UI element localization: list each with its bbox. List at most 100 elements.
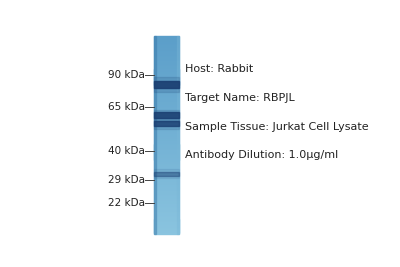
Bar <box>154 176 179 177</box>
Bar <box>154 153 179 155</box>
Bar <box>154 102 179 103</box>
Bar <box>154 70 179 72</box>
Bar <box>154 59 179 60</box>
Bar <box>154 143 179 144</box>
Bar <box>154 187 179 188</box>
Bar <box>154 212 179 213</box>
Bar <box>154 174 179 175</box>
Bar <box>154 150 179 151</box>
Bar <box>154 73 179 75</box>
Bar <box>154 80 179 81</box>
Bar <box>154 62 179 64</box>
Bar <box>154 118 179 129</box>
Bar <box>154 203 179 204</box>
Bar <box>154 103 179 104</box>
Text: 65 kDa: 65 kDa <box>108 102 144 112</box>
Bar <box>154 107 179 108</box>
Bar <box>154 96 179 97</box>
Bar <box>154 93 179 94</box>
Bar <box>154 85 179 87</box>
Bar <box>154 147 179 148</box>
Bar <box>154 50 179 51</box>
Bar <box>154 116 179 117</box>
Bar <box>154 52 179 53</box>
Bar <box>154 81 179 83</box>
Bar <box>154 155 179 156</box>
Bar <box>154 124 179 125</box>
Bar <box>154 72 179 74</box>
Bar <box>154 207 179 208</box>
Bar <box>154 130 179 131</box>
Bar <box>154 215 179 217</box>
Bar <box>154 53 179 54</box>
Bar <box>154 172 179 173</box>
Bar <box>154 108 179 109</box>
Bar <box>154 99 179 100</box>
Bar <box>154 230 179 231</box>
Bar <box>154 185 179 186</box>
Bar <box>154 79 179 81</box>
Bar <box>154 214 179 215</box>
Text: Antibody Dilution: 1.0μg/ml: Antibody Dilution: 1.0μg/ml <box>185 150 338 160</box>
Bar <box>154 43 179 44</box>
Bar <box>154 171 179 172</box>
Bar <box>154 147 179 149</box>
Bar <box>154 42 179 43</box>
Text: 22 kDa: 22 kDa <box>108 198 144 208</box>
Bar <box>154 37 179 38</box>
Bar <box>154 227 179 229</box>
Bar <box>154 134 179 135</box>
Bar <box>154 225 179 227</box>
Bar <box>154 104 179 105</box>
Bar <box>154 110 179 111</box>
Bar <box>154 55 179 56</box>
Bar <box>154 128 179 129</box>
Bar <box>154 92 179 93</box>
Bar <box>154 221 179 223</box>
Bar <box>154 146 179 147</box>
Bar <box>154 180 179 181</box>
Bar <box>154 202 179 203</box>
Bar <box>154 69 179 70</box>
Bar <box>154 77 179 92</box>
Bar <box>154 118 179 119</box>
Bar <box>154 95 179 96</box>
Bar <box>154 211 179 212</box>
Bar <box>154 199 179 200</box>
Text: Target Name: RBPJL: Target Name: RBPJL <box>185 93 294 103</box>
Bar <box>154 196 179 197</box>
Bar <box>154 169 179 170</box>
Bar <box>154 121 179 122</box>
Bar <box>154 166 179 167</box>
Bar <box>154 38 179 39</box>
Bar <box>154 106 179 107</box>
Bar <box>154 105 179 106</box>
Bar <box>154 168 179 169</box>
Bar <box>154 232 179 234</box>
Bar <box>154 210 179 211</box>
Bar <box>154 184 179 185</box>
Bar <box>154 88 179 89</box>
Bar <box>154 57 179 58</box>
Bar <box>154 229 179 231</box>
Bar <box>154 111 179 112</box>
Bar <box>154 114 179 115</box>
Bar <box>154 123 179 124</box>
Bar <box>154 41 179 42</box>
Bar <box>154 209 179 210</box>
Bar <box>154 182 179 183</box>
Bar <box>154 221 179 222</box>
Bar <box>154 125 179 126</box>
Bar <box>154 69 179 71</box>
Bar <box>154 183 179 184</box>
Bar <box>154 132 179 133</box>
Bar <box>154 192 179 193</box>
Bar <box>154 135 179 136</box>
Bar <box>154 36 179 37</box>
Bar <box>154 109 179 121</box>
Bar <box>154 138 179 139</box>
Bar <box>154 75 179 77</box>
Bar <box>154 94 179 95</box>
Bar <box>154 195 179 196</box>
Bar <box>154 142 179 143</box>
